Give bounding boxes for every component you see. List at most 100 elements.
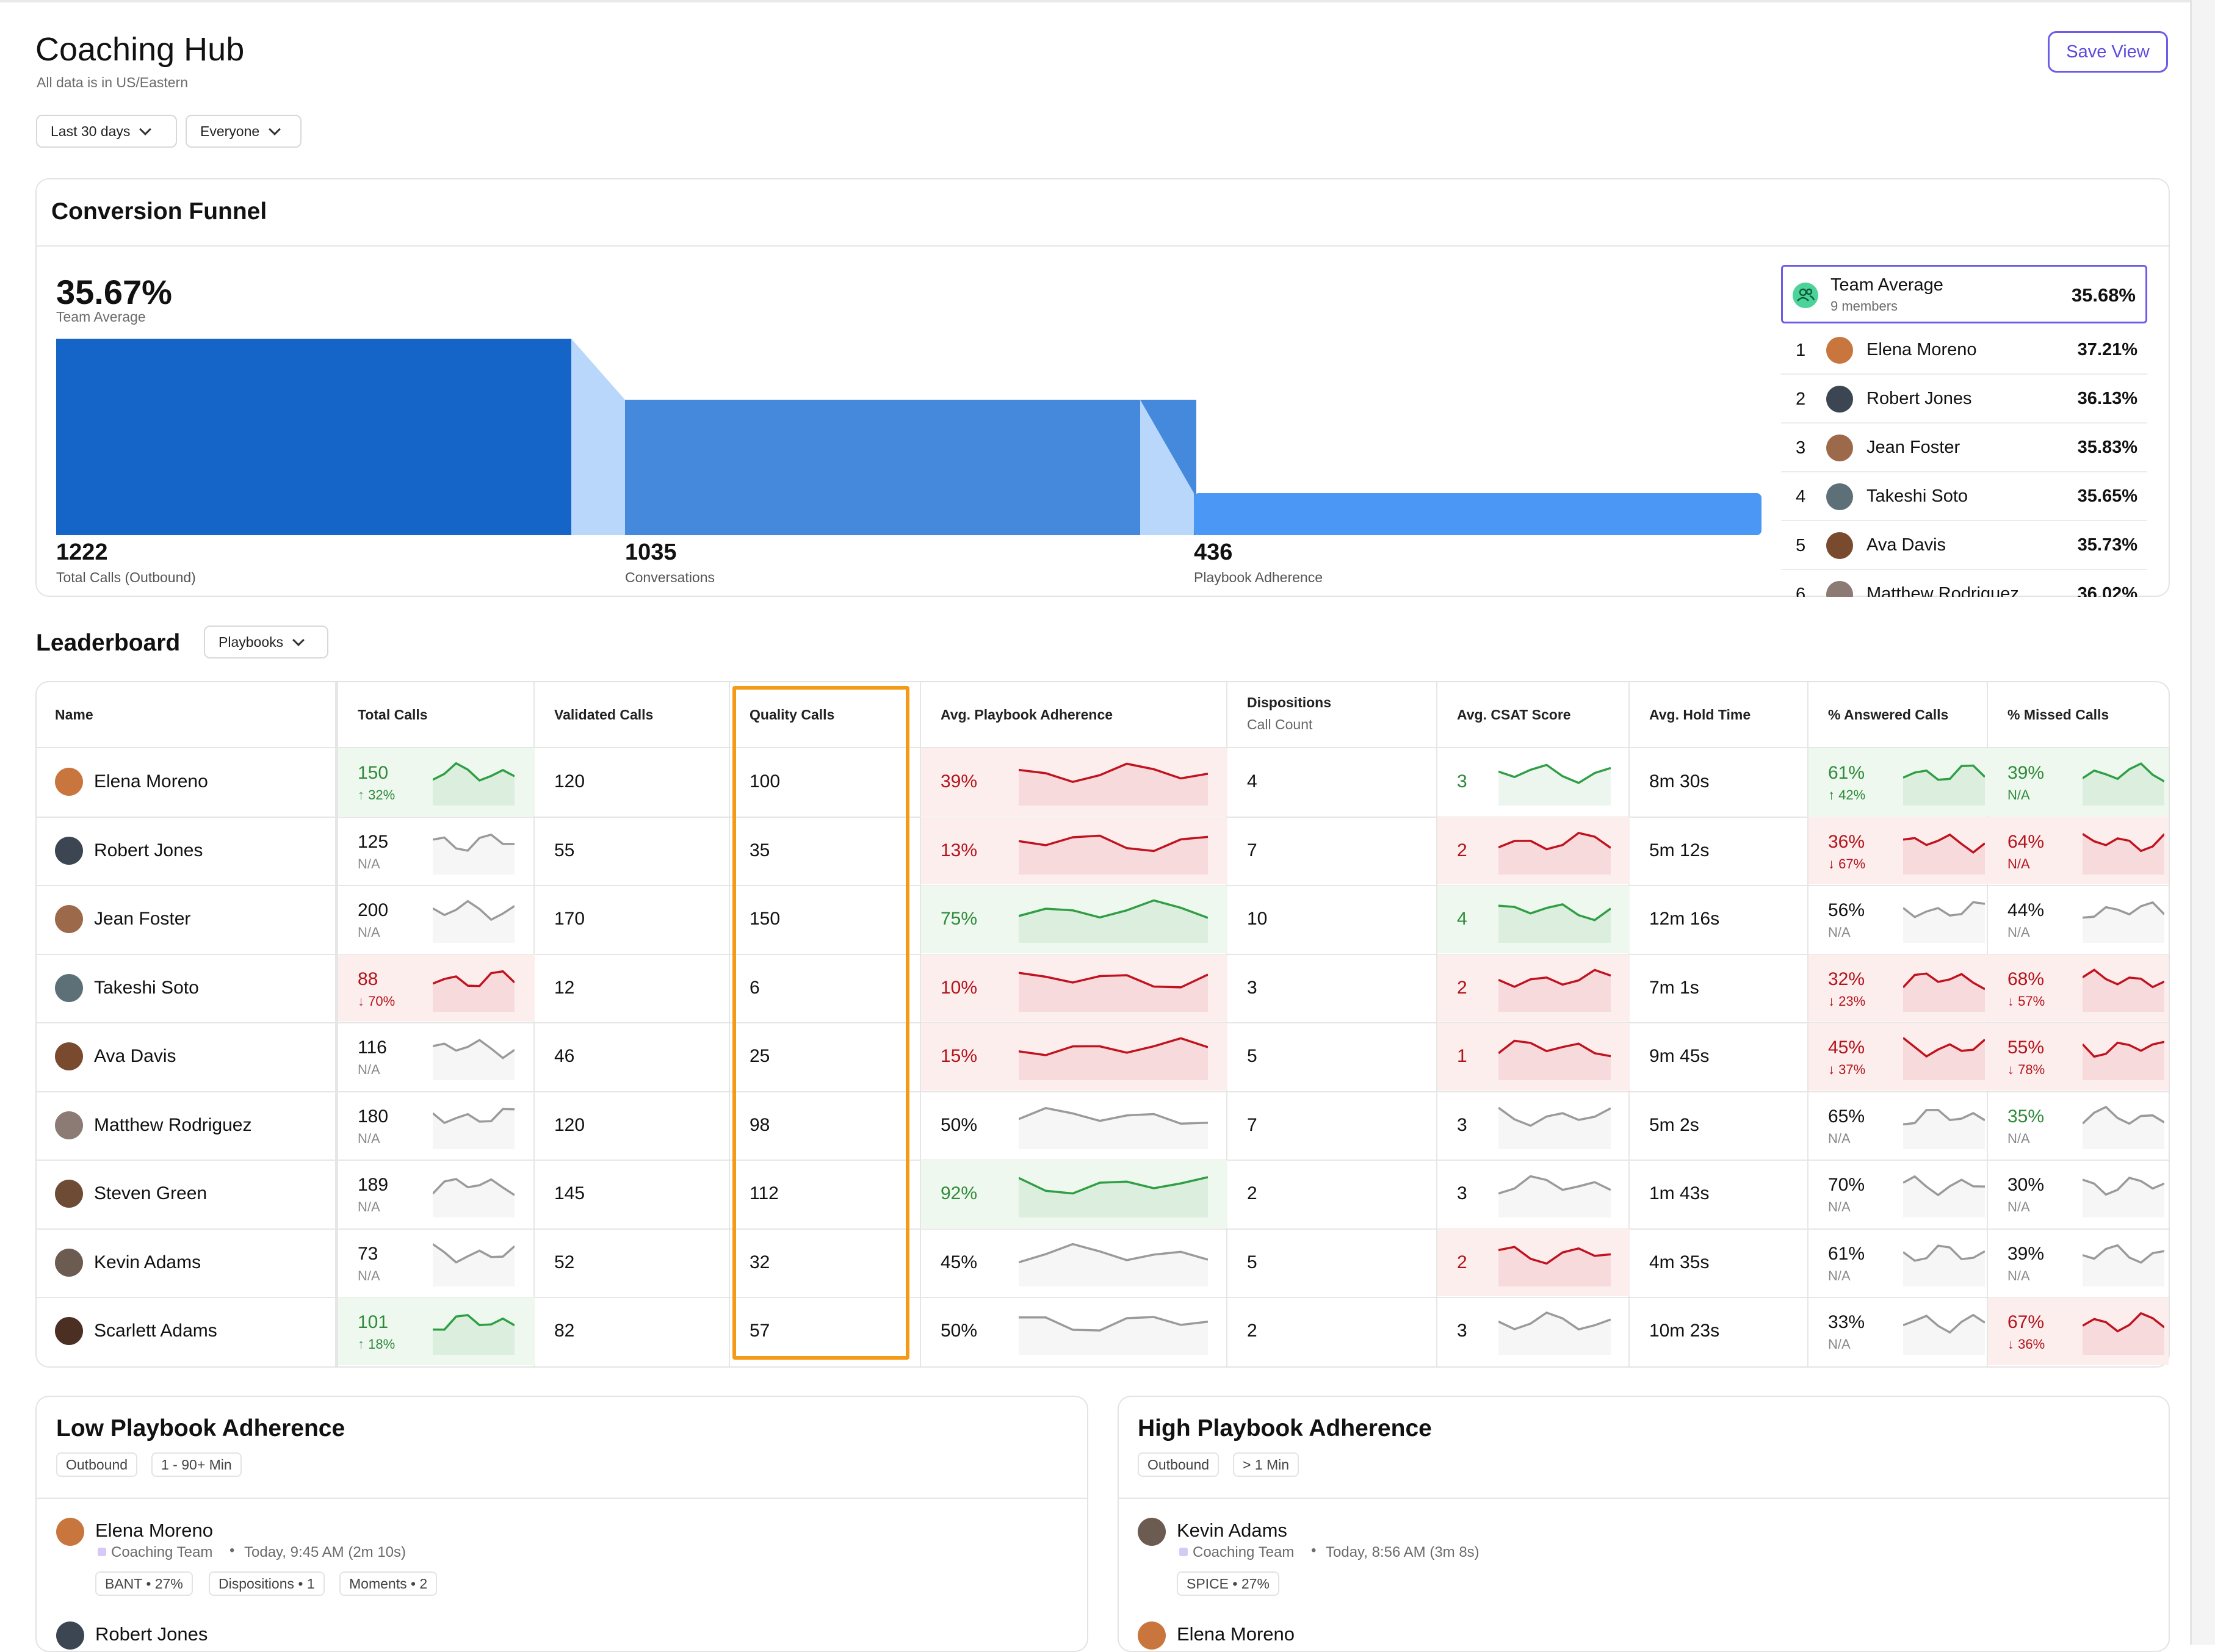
chip-bant[interactable]: BANT • 27% bbox=[95, 1571, 193, 1596]
table-cell-answered: 61% N/A bbox=[1808, 1229, 1988, 1297]
column-header-dispositions[interactable]: Dispositions bbox=[1247, 694, 1332, 710]
sparkline-area bbox=[1498, 904, 1611, 943]
avatar bbox=[1826, 483, 1853, 510]
table-cell-csat: 2 bbox=[1437, 1228, 1630, 1296]
call-name[interactable]: Elena Moreno bbox=[95, 1520, 214, 1541]
table-cell-name[interactable]: Kevin Adams bbox=[35, 1229, 336, 1297]
sparkline-line bbox=[2083, 1105, 2164, 1125]
ranking-row[interactable]: 3 Jean Foster 35.83% bbox=[1781, 424, 2147, 472]
sparkline-line bbox=[1019, 834, 1208, 852]
cell-value: 2 bbox=[1247, 1183, 1257, 1203]
sparkline bbox=[1019, 1176, 1208, 1217]
sparkline-area bbox=[1019, 763, 1208, 806]
row-divider bbox=[37, 1091, 2169, 1092]
sparkline-line bbox=[1498, 1039, 1611, 1058]
call-name[interactable]: Elena Moreno bbox=[1177, 1623, 1295, 1645]
chip-spice[interactable]: SPICE • 27% bbox=[1177, 1571, 1279, 1596]
sparkline bbox=[433, 1039, 515, 1080]
low-tag-duration[interactable]: 1 - 90+ Min bbox=[151, 1452, 242, 1477]
sparkline-area bbox=[1019, 1244, 1208, 1286]
high-tag-outbound[interactable]: Outbound bbox=[1138, 1452, 1220, 1477]
sparkline bbox=[1903, 901, 1985, 943]
table-cell-name[interactable]: Ava Davis bbox=[35, 1023, 336, 1091]
cell-delta: ↓ 57% bbox=[2007, 993, 2045, 1009]
column-header-validated[interactable]: Validated Calls bbox=[554, 707, 654, 723]
column-header-adherence[interactable]: Avg. Playbook Adherence bbox=[941, 707, 1113, 723]
column-header-csat[interactable]: Avg. CSAT Score bbox=[1457, 707, 1571, 723]
cell-value: 88 bbox=[358, 968, 378, 989]
sparkline-line bbox=[1498, 968, 1611, 988]
sparkline bbox=[1019, 1037, 1208, 1080]
ranking-row[interactable]: 1 Elena Moreno 37.21% bbox=[1781, 326, 2147, 375]
team-average-row[interactable]: Team Average 9 members 35.68% bbox=[1781, 265, 2147, 323]
people-dropdown[interactable]: Everyone bbox=[186, 115, 302, 148]
table-cell-validated: 120 bbox=[535, 748, 730, 816]
cell-value: 39% bbox=[941, 771, 978, 792]
table-cell-name[interactable]: Steven Green bbox=[35, 1160, 336, 1228]
call-team: Coaching Team bbox=[1193, 1544, 1295, 1560]
sparkline-area bbox=[2083, 969, 2164, 1012]
ranking-row[interactable]: 4 Takeshi Soto 35.65% bbox=[1781, 472, 2147, 521]
save-view-button[interactable]: Save View bbox=[2048, 31, 2168, 73]
cell-delta: N/A bbox=[1828, 1336, 1851, 1352]
column-header-name[interactable]: Name bbox=[55, 707, 93, 723]
separator-dot: • bbox=[229, 1542, 235, 1559]
table-cell-answered: 32% ↓ 23% bbox=[1808, 954, 1988, 1022]
sparkline-line bbox=[433, 762, 515, 782]
sparkline-area bbox=[433, 1040, 515, 1080]
cell-delta: N/A bbox=[1828, 1130, 1851, 1146]
high-card-divider bbox=[1119, 1498, 2169, 1499]
cell-delta: N/A bbox=[2007, 1130, 2030, 1146]
table-cell-adherence: 45% bbox=[921, 1229, 1227, 1297]
call-time: Today, 9:45 AM (2m 10s) bbox=[244, 1544, 407, 1560]
cell-value: 1m 43s bbox=[1649, 1183, 1710, 1203]
table-cell-name[interactable]: Matthew Rodriguez bbox=[35, 1092, 336, 1160]
sparkline bbox=[433, 900, 515, 943]
vertical-scrollbar[interactable] bbox=[2190, 0, 2215, 1645]
column-separator bbox=[729, 682, 730, 1366]
table-cell-csat: 1 bbox=[1437, 1023, 1630, 1091]
table-cell-name[interactable]: Elena Moreno bbox=[35, 748, 336, 816]
ranking-row[interactable]: 2 Robert Jones 36.13% bbox=[1781, 375, 2147, 424]
avatar bbox=[56, 1621, 84, 1650]
rank-number: 5 bbox=[1796, 536, 1806, 555]
chip-dispositions[interactable]: Dispositions • 1 bbox=[209, 1571, 325, 1596]
column-header-answered[interactable]: % Answered Calls bbox=[1828, 707, 1949, 723]
ranking-row[interactable]: 6 Matthew Rodriguez 36.02% bbox=[1781, 570, 2147, 597]
table-cell-name[interactable]: Takeshi Soto bbox=[35, 954, 336, 1022]
chip-moments[interactable]: Moments • 2 bbox=[339, 1571, 438, 1596]
sparkline bbox=[433, 1314, 515, 1355]
call-name[interactable]: Kevin Adams bbox=[1177, 1520, 1287, 1541]
column-header-quality[interactable]: Quality Calls bbox=[750, 707, 835, 723]
sparkline-area bbox=[433, 1108, 515, 1149]
table-cell-name[interactable]: Scarlett Adams bbox=[35, 1297, 336, 1365]
low-tag-outbound[interactable]: Outbound bbox=[56, 1452, 138, 1477]
sparkline-line bbox=[1019, 1037, 1208, 1056]
sparkline bbox=[1903, 1244, 1985, 1286]
column-header-hold[interactable]: Avg. Hold Time bbox=[1649, 707, 1751, 723]
funnel-headline-label: Team Average bbox=[56, 309, 146, 325]
table-cell-quality: 6 bbox=[730, 954, 921, 1022]
sparkline-line bbox=[2083, 1244, 2164, 1264]
column-header-missed[interactable]: % Missed Calls bbox=[2007, 707, 2109, 723]
column-header-total[interactable]: Total Calls bbox=[358, 707, 428, 723]
sparkline bbox=[1019, 899, 1208, 943]
rank-number: 2 bbox=[1796, 389, 1806, 409]
column-separator bbox=[335, 682, 338, 1366]
rank-number: 1 bbox=[1796, 341, 1806, 360]
stage-value-total-calls: 1222 bbox=[56, 539, 108, 565]
sparkline bbox=[433, 762, 515, 806]
date-range-dropdown[interactable]: Last 30 days bbox=[36, 115, 177, 148]
sparkline-line bbox=[1498, 1106, 1611, 1127]
call-name[interactable]: Robert Jones bbox=[95, 1623, 208, 1645]
cell-delta: ↓ 23% bbox=[1828, 993, 1866, 1009]
high-tag-duration[interactable]: > 1 Min bbox=[1233, 1452, 1299, 1477]
table-cell-name[interactable]: Jean Foster bbox=[35, 886, 336, 953]
ranking-row[interactable]: 5 Ava Davis 35.73% bbox=[1781, 521, 2147, 570]
sparkline-area bbox=[433, 834, 515, 875]
table-cell-name[interactable]: Robert Jones bbox=[35, 817, 336, 885]
sparkline-area bbox=[1019, 1038, 1208, 1080]
playbooks-dropdown[interactable]: Playbooks bbox=[204, 626, 328, 658]
table-cell-quality: 100 bbox=[730, 748, 921, 816]
